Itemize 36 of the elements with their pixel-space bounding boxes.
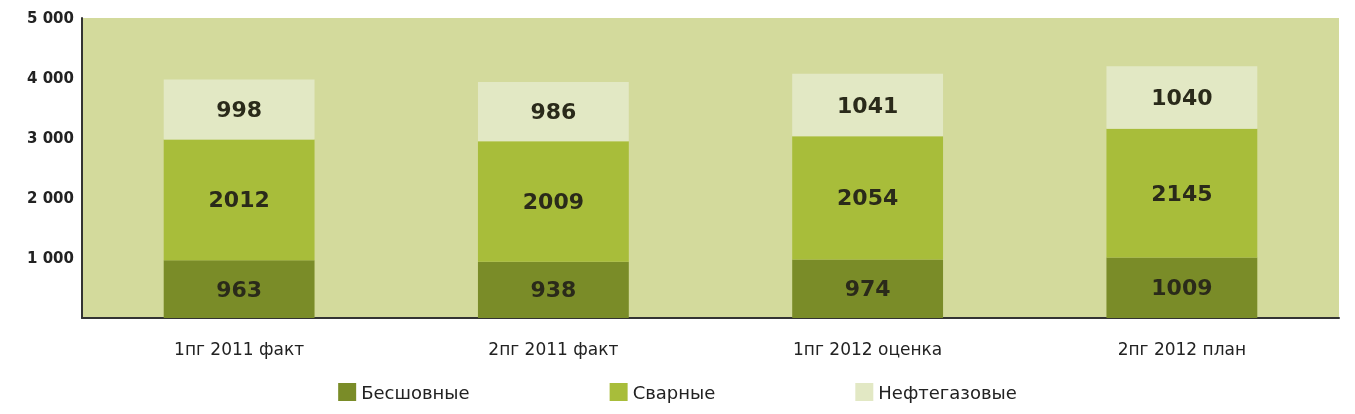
data-label: 2054	[837, 185, 899, 211]
legend-label: Бесшовные	[361, 381, 470, 403]
y-tick-label: 3 000	[27, 129, 74, 147]
x-tick-label: 2пг 2012 план	[1117, 338, 1247, 359]
x-tick-label: 2пг 2011 факт	[488, 338, 619, 359]
bar	[163, 139, 315, 261]
data-label: 2012	[208, 187, 270, 213]
data-label: 1040	[1151, 85, 1213, 111]
y-tick-label: 1 000	[27, 249, 74, 267]
data-label: 974	[844, 276, 891, 302]
bar	[477, 141, 629, 262]
bar	[1106, 66, 1258, 129]
data-label: 2009	[522, 188, 584, 214]
y-tick-label: 2 000	[27, 189, 74, 207]
data-label: 1041	[837, 92, 899, 118]
bar	[1106, 128, 1258, 258]
bar	[792, 136, 944, 260]
bar	[477, 261, 629, 318]
legend-label: Нефтегазовые	[878, 381, 1017, 403]
x-tick-label: 1пг 2011 факт	[174, 338, 305, 359]
data-label: 938	[530, 277, 577, 303]
data-label: 2145	[1151, 180, 1213, 206]
bar	[1106, 257, 1258, 318]
bar	[477, 82, 629, 142]
y-tick-label: 5 000	[27, 9, 74, 27]
data-label: 998	[216, 97, 263, 123]
data-label: 986	[530, 99, 577, 125]
x-tick-label: 1пг 2012 оценка	[793, 338, 943, 359]
bar	[792, 73, 944, 137]
data-label: 963	[216, 276, 263, 302]
bar	[163, 79, 315, 140]
bar	[163, 260, 315, 318]
legend-label: Сварные	[632, 381, 716, 403]
data-label: 1009	[1151, 275, 1213, 301]
bar	[792, 259, 944, 318]
y-tick-label: 4 000	[27, 69, 74, 87]
